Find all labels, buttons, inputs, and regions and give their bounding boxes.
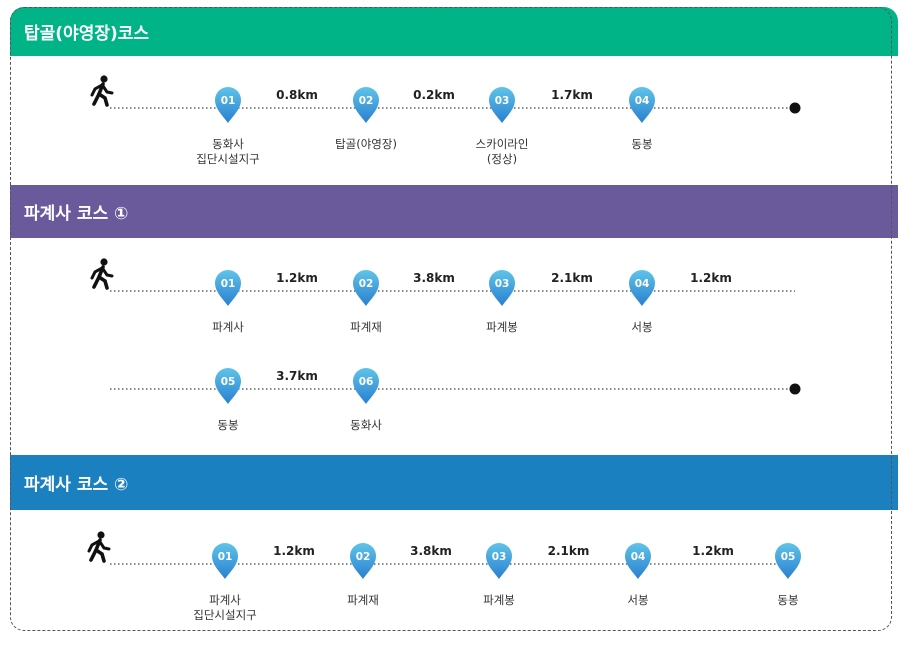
stop-number: 04 xyxy=(635,278,650,290)
stop-number: 03 xyxy=(495,95,510,107)
stop-marker-06 xyxy=(353,368,379,404)
distance-label: 3.8km xyxy=(410,544,452,558)
distance-label: 1.7km xyxy=(551,88,593,102)
stop-number: 04 xyxy=(631,551,646,563)
stop-label: 동봉 xyxy=(217,418,238,432)
end-point-dot xyxy=(789,102,801,114)
distance-label: 1.2km xyxy=(692,544,734,558)
stop-marker-04 xyxy=(625,543,651,579)
distance-label: 3.8km xyxy=(413,271,455,285)
stop-label: 동화사 xyxy=(212,137,244,151)
stop-marker-01 xyxy=(212,543,238,579)
section-title: 파계사 코스 ① xyxy=(24,204,129,224)
section-title: 탑골(야영장)코스 xyxy=(24,24,150,44)
distance-label: 2.1km xyxy=(548,544,590,558)
stop-marker-03 xyxy=(489,87,515,123)
stop-number: 02 xyxy=(359,95,374,107)
stop-marker-02 xyxy=(350,543,376,579)
distance-label: 1.2km xyxy=(276,271,318,285)
stop-label: (정상) xyxy=(487,152,517,166)
stop-number: 04 xyxy=(635,95,650,107)
distance-label: 0.8km xyxy=(276,88,318,102)
section-header-pagyesa-2: 파계사 코스 ② xyxy=(10,455,898,510)
section-title: 파계사 코스 ② xyxy=(24,475,129,495)
distance-label: 3.7km xyxy=(276,369,318,383)
stop-number: 06 xyxy=(359,376,374,388)
stop-label: 서봉 xyxy=(627,593,648,607)
stop-number: 02 xyxy=(356,551,371,563)
stop-marker-02 xyxy=(353,87,379,123)
stop-marker-03 xyxy=(486,543,512,579)
stop-number: 01 xyxy=(221,95,236,107)
stop-label: 탑골(야영장) xyxy=(335,137,397,151)
stop-marker-04 xyxy=(629,270,655,306)
walking-person-icon xyxy=(87,531,111,563)
stop-label: 동화사 xyxy=(350,418,382,432)
stop-label: 파계사 xyxy=(209,593,241,607)
stop-label: 동봉 xyxy=(631,137,652,151)
stop-marker-01 xyxy=(215,87,241,123)
stop-number: 03 xyxy=(495,278,510,290)
distance-label: 1.2km xyxy=(273,544,315,558)
stop-marker-04 xyxy=(629,87,655,123)
stop-label: 파계재 xyxy=(350,320,382,334)
stop-label: 집단시설지구 xyxy=(196,152,259,166)
stop-label: 파계봉 xyxy=(486,320,518,334)
end-point-dot xyxy=(789,383,801,395)
stop-label: 서봉 xyxy=(631,320,652,334)
section-header-pagyesa-1: 파계사 코스 ① xyxy=(10,185,898,238)
distance-label: 1.2km xyxy=(690,271,732,285)
stop-number: 01 xyxy=(218,551,233,563)
stop-marker-03 xyxy=(489,270,515,306)
stop-number: 03 xyxy=(492,551,507,563)
distance-label: 2.1km xyxy=(551,271,593,285)
stop-number: 01 xyxy=(221,278,236,290)
stop-marker-05 xyxy=(775,543,801,579)
distance-label: 0.2km xyxy=(413,88,455,102)
stop-label: 파계재 xyxy=(347,593,379,607)
walking-person-icon xyxy=(90,258,114,290)
stop-label: 동봉 xyxy=(777,593,798,607)
stop-label: 집단시설지구 xyxy=(193,608,256,622)
stop-label: 파계봉 xyxy=(483,593,515,607)
walking-person-icon xyxy=(90,75,114,107)
stop-number: 02 xyxy=(359,278,374,290)
section-header-tapgol: 탑골(야영장)코스 xyxy=(10,7,898,56)
stop-label: 스카이라인 xyxy=(476,137,529,151)
stop-number: 05 xyxy=(781,551,796,563)
stop-number: 05 xyxy=(221,376,236,388)
stop-marker-01 xyxy=(215,270,241,306)
stop-label: 파계사 xyxy=(212,320,244,334)
stop-marker-02 xyxy=(353,270,379,306)
stop-marker-05 xyxy=(215,368,241,404)
